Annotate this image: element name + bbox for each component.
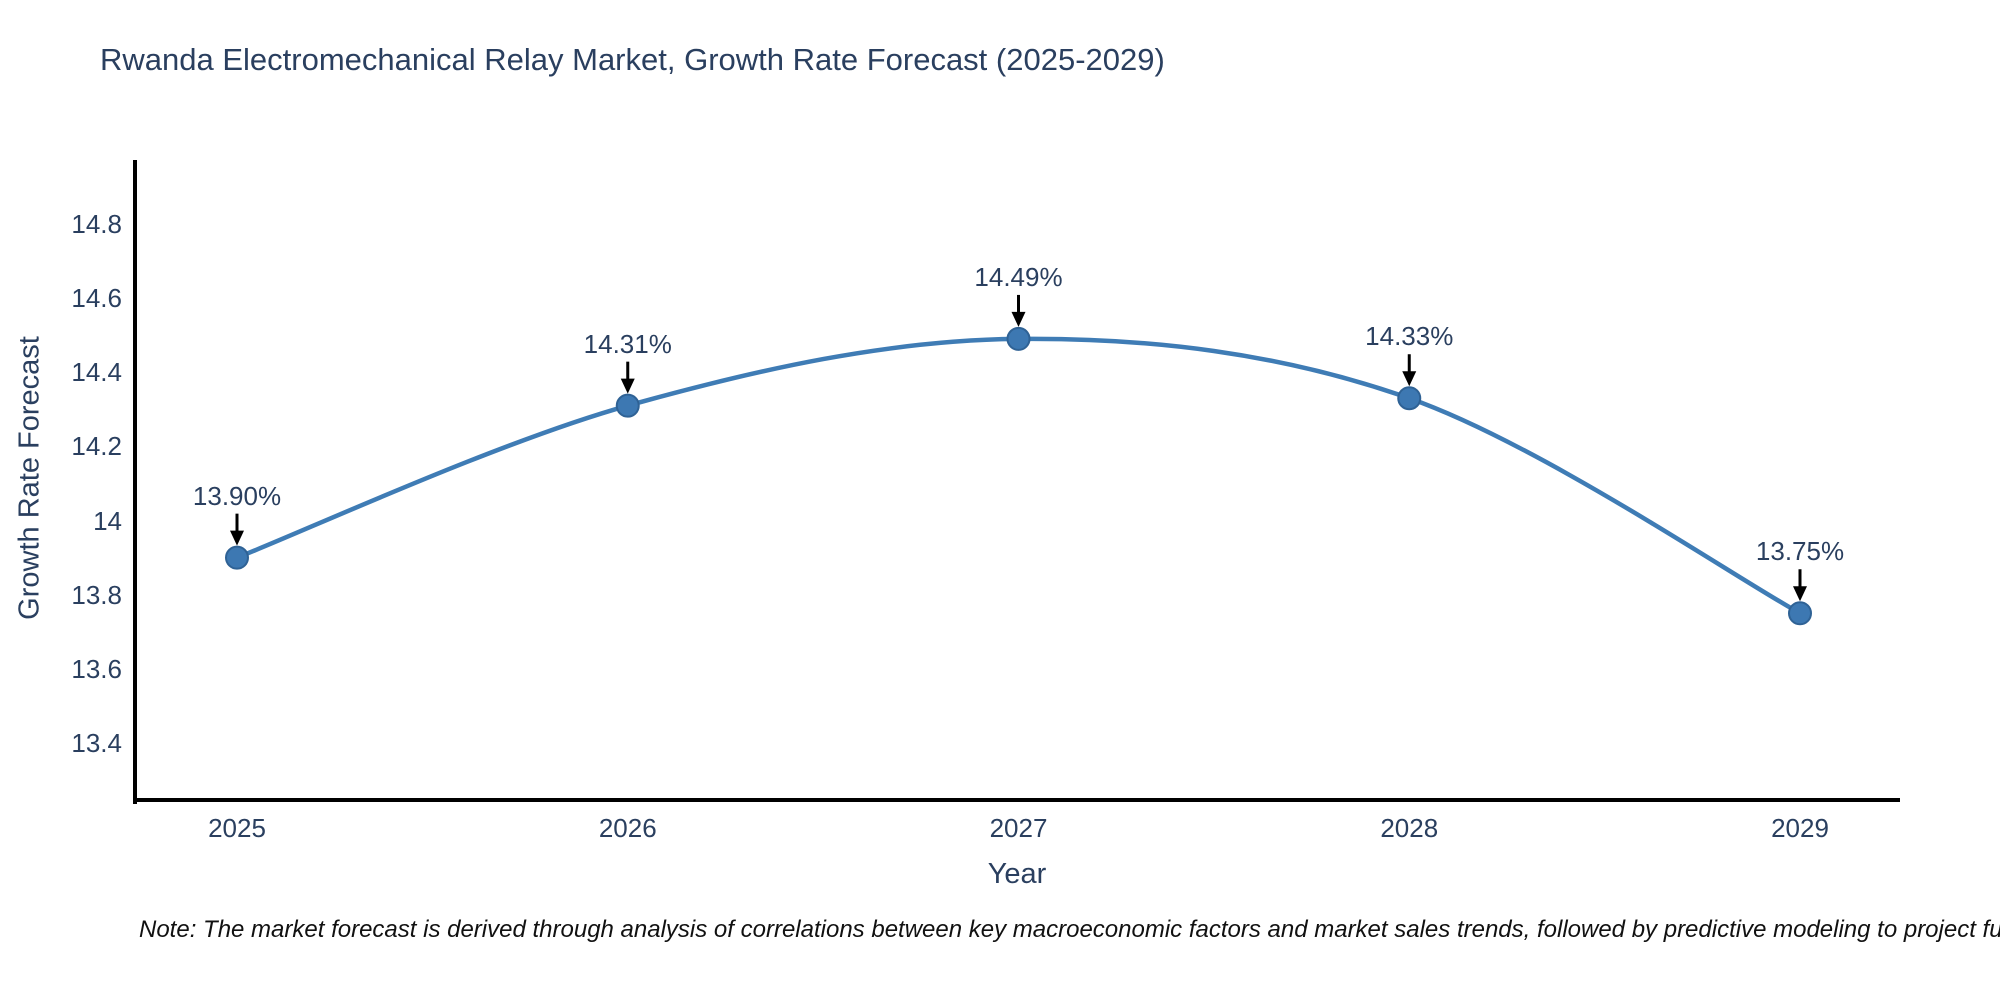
data-point-label: 14.49%	[974, 261, 1063, 292]
x-tick-label: 2026	[598, 813, 657, 843]
y-tick-label: 14.6	[71, 283, 122, 314]
y-tick-label: 14.4	[71, 357, 122, 388]
data-point-label: 14.33%	[1365, 321, 1454, 352]
annotation-arrowhead-icon	[1402, 371, 1417, 387]
y-tick-label: 13.6	[71, 653, 122, 684]
y-tick-label: 14	[93, 505, 122, 536]
footnote: Note: The market forecast is derived thr…	[139, 916, 2000, 943]
data-point-marker	[1006, 326, 1031, 351]
annotation-arrowhead-icon	[230, 530, 244, 546]
x-axis-title: Year	[987, 858, 1047, 890]
data-point-label: 13.90%	[192, 480, 282, 511]
chart-title: Rwanda Electromechanical Relay Market, G…	[100, 42, 1165, 77]
y-tick-label: 13.4	[71, 728, 122, 758]
x-tick-label: 2025	[208, 813, 266, 843]
annotation-arrowhead-icon	[620, 378, 635, 394]
x-tick-label: 2028	[1380, 813, 1439, 843]
trend-line	[234, 336, 1803, 616]
y-tick-label: 13.8	[71, 579, 122, 610]
annotation-arrowhead-icon	[1011, 311, 1026, 327]
x-tick-label: 2027	[989, 813, 1048, 843]
data-point-marker	[1788, 601, 1812, 626]
y-tick-label: 14.8	[71, 209, 122, 239]
data-point-marker	[615, 393, 640, 418]
x-tick-label: 2029	[1771, 813, 1829, 843]
data-point-label: 13.75%	[1755, 536, 1845, 567]
annotation-arrowhead-icon	[1793, 586, 1807, 602]
data-point-label: 14.31%	[583, 328, 672, 359]
data-point-marker	[225, 545, 249, 570]
data-point-marker	[1397, 386, 1422, 411]
y-tick-label: 14.2	[71, 431, 122, 462]
